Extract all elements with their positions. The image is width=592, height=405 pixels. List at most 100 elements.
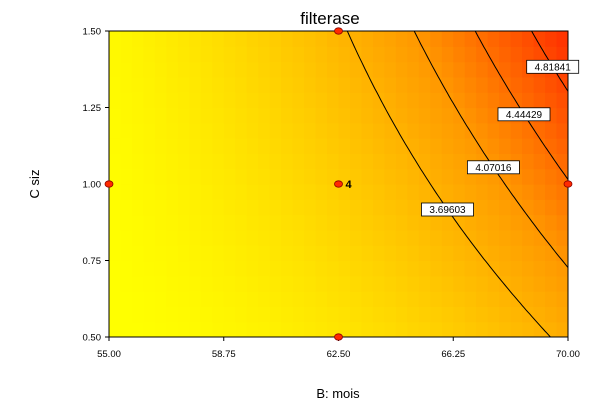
heat-cell — [349, 107, 363, 124]
heat-cell — [246, 291, 259, 307]
heat-cell — [246, 306, 259, 323]
heat-cell — [361, 61, 374, 78]
heat-cell — [545, 199, 558, 216]
heat-cell — [154, 31, 167, 47]
heat-cell — [545, 229, 558, 246]
heat-cell — [533, 184, 546, 200]
heat-cell — [304, 138, 317, 154]
heat-cell — [453, 321, 466, 337]
heat-cell — [384, 153, 397, 170]
heat-cell — [315, 229, 328, 246]
heat-cell — [246, 199, 259, 216]
heat-cell — [120, 122, 133, 139]
heat-cell — [338, 107, 351, 124]
heat-cell — [430, 122, 443, 139]
heat-cell — [292, 46, 305, 63]
heat-cell — [177, 31, 190, 47]
heat-cell — [246, 168, 259, 185]
heat-cell — [177, 168, 190, 185]
heat-cell — [304, 260, 317, 277]
heat-cell — [315, 199, 328, 216]
heat-cell — [327, 61, 340, 78]
heat-cell — [281, 291, 294, 307]
heat-cell — [418, 107, 431, 124]
heat-cell — [545, 46, 558, 63]
heat-cell — [556, 321, 568, 337]
heat-cell — [212, 260, 225, 277]
heat-cell — [464, 245, 477, 262]
heat-cell — [441, 61, 454, 78]
heat-cell — [407, 107, 420, 124]
heat-cell — [292, 153, 305, 170]
heat-cell — [510, 245, 523, 262]
heat-cell — [269, 61, 282, 78]
heat-cell — [441, 245, 454, 262]
heat-cell — [166, 260, 179, 277]
heat-cell — [418, 138, 431, 154]
heat-cell — [189, 31, 202, 47]
heat-cell — [556, 306, 568, 323]
heat-cell — [177, 107, 190, 124]
heat-cell — [533, 260, 546, 277]
heat-cell — [372, 199, 385, 216]
heat-cell — [212, 245, 225, 262]
heat-cell — [269, 291, 282, 307]
heat-cell — [258, 76, 271, 93]
heat-cell — [281, 153, 294, 170]
heat-cell — [235, 92, 248, 109]
heat-cell — [464, 321, 477, 337]
heat-cell — [154, 92, 167, 109]
heat-cell — [487, 138, 500, 154]
heat-cell — [189, 76, 202, 93]
heat-cell — [281, 138, 294, 154]
heat-cell — [143, 321, 156, 337]
heat-cell — [361, 168, 374, 185]
heat-cell — [372, 260, 385, 277]
heat-cell — [407, 76, 420, 93]
contour-line — [531, 31, 568, 92]
heat-cell — [487, 291, 500, 307]
heat-cell — [361, 245, 374, 262]
heat-cell — [223, 46, 236, 63]
heat-cell — [281, 92, 294, 109]
heat-cell — [476, 306, 489, 323]
heat-cell — [384, 138, 397, 154]
heat-cell — [327, 275, 340, 292]
heat-cell — [200, 107, 213, 124]
heat-cell — [120, 107, 133, 124]
heat-cell — [533, 92, 546, 109]
heat-cell — [372, 107, 385, 124]
heat-cell — [200, 138, 213, 154]
heat-cell — [154, 260, 167, 277]
heat-cell — [223, 107, 236, 124]
heat-cell — [407, 199, 420, 216]
heat-cell — [177, 260, 190, 277]
heat-cell — [453, 76, 466, 93]
design-point — [563, 180, 573, 188]
heat-cell — [395, 199, 408, 216]
heat-cell — [372, 306, 385, 323]
heat-cell — [120, 184, 133, 200]
heat-cell — [315, 92, 328, 109]
y-tick-label: 1.25 — [83, 103, 102, 114]
heat-cell — [258, 168, 271, 185]
heat-cell — [349, 275, 363, 292]
heat-cell — [281, 229, 294, 246]
contour-label: 3.69603 — [421, 202, 474, 217]
heat-cell — [556, 138, 568, 154]
heat-cell — [109, 76, 122, 93]
heat-cell — [246, 138, 259, 154]
heat-cell — [372, 122, 385, 139]
heat-cell — [545, 321, 558, 337]
heat-cell — [235, 275, 248, 292]
heat-cell — [131, 291, 145, 307]
heat-cell — [131, 199, 145, 216]
heat-cell — [177, 306, 190, 323]
heat-cell — [499, 138, 512, 154]
svg-text:3.69603: 3.69603 — [429, 205, 466, 216]
heat-cell — [441, 153, 454, 170]
heat-cell — [120, 245, 133, 262]
heat-cell — [154, 168, 167, 185]
heat-cell — [418, 153, 431, 170]
heat-cell — [269, 260, 282, 277]
